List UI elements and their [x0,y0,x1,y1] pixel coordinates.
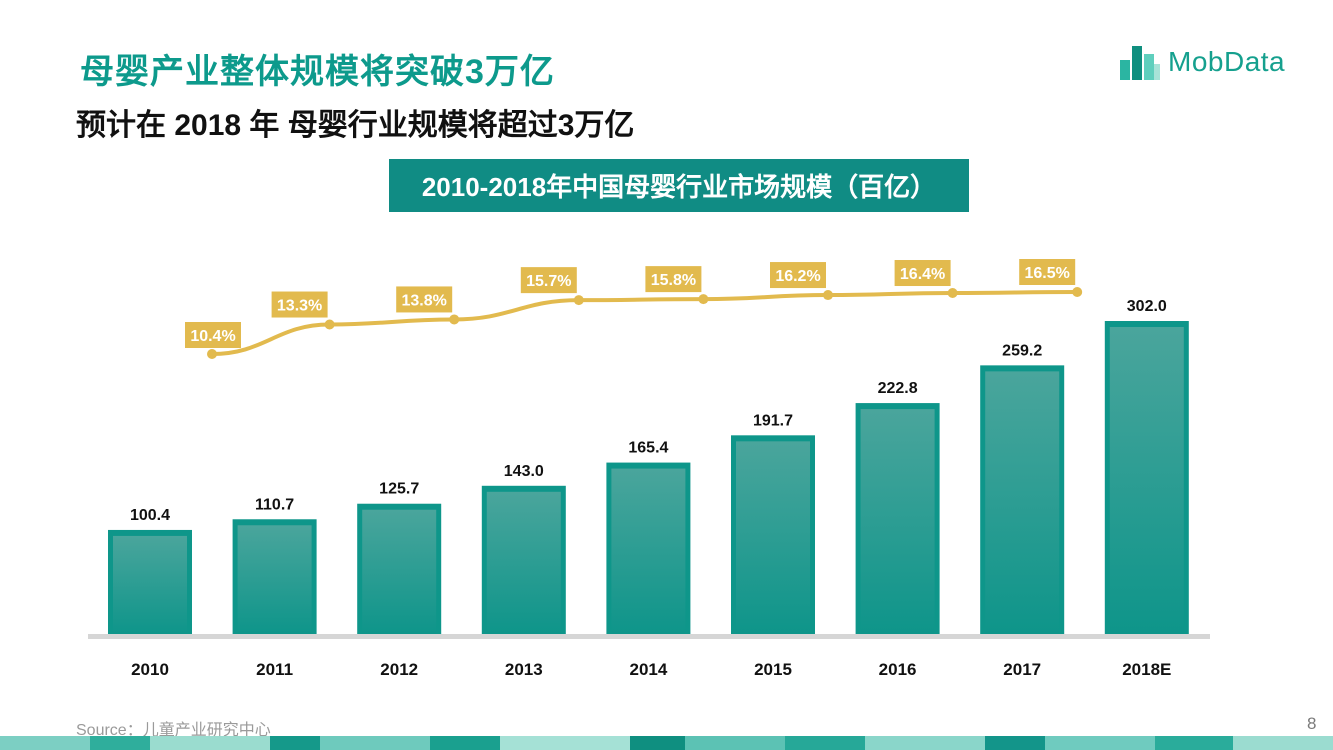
x-tick-label: 2018E [1122,660,1171,679]
growth-label: 10.4% [190,328,235,345]
growth-label: 16.2% [775,268,820,285]
decorative-strip [0,736,1333,750]
bar-value-label: 110.7 [255,496,294,513]
bar-value-label: 125.7 [379,481,419,498]
bar-inner [1109,327,1184,634]
growth-point [207,349,217,359]
growth-point [698,294,709,305]
bar-value-label: 222.8 [878,380,918,397]
growth-label-box [645,266,702,293]
bar-value-label: 100.4 [130,507,170,524]
x-tick-label: 2013 [505,660,543,679]
page-number: 8 [1307,714,1317,733]
chart: 100.4 2010 110.7 2011 125.7 2012 143.0 2013 165.… [88,259,1210,679]
bar-value-label: 191.7 [753,412,793,429]
bar-inner [985,371,1060,634]
x-tick-label: 2011 [256,660,293,679]
x-tick-label: 2017 [1003,660,1041,679]
growth-point [1072,287,1083,297]
logo-text: MobData [1168,46,1286,77]
page-subtitle: 预计在 2018 年 母婴行业规模将超过3万亿 [76,109,635,142]
growth-label: 16.4% [900,266,945,283]
page-title: 母婴产业整体规模将突破3万亿 [80,53,555,91]
growth-line [210,290,1080,356]
bar-inner [486,491,561,634]
growth-label-box [770,262,826,289]
growth-label: 15.8% [651,272,696,289]
growth-point [947,288,958,299]
bar-inner [362,509,437,634]
growth-label-box [1019,259,1076,285]
logo: MobData [1120,42,1285,82]
growth-label-box [185,322,241,348]
growth-point [449,314,460,325]
growth-label-box [271,291,328,318]
x-tick-label: 2015 [754,660,792,679]
chart-title: 2010-2018年中国母婴行业市场规模（百亿） [389,159,969,212]
growth-label: 13.3% [277,298,322,315]
growth-label-box [396,286,453,313]
growth-point [573,295,584,306]
bar-inner [860,409,935,634]
bar-value-label: 259.2 [1002,342,1042,359]
x-axis-line [88,634,1210,639]
x-tick-label: 2012 [380,660,418,679]
bar-inner [611,468,686,634]
building-icon [1120,44,1162,80]
bar-inner [113,535,187,634]
x-tick-label: 2014 [629,660,667,679]
growth-label-box [894,260,951,287]
bar-value-label: 143.0 [504,463,544,480]
growth-label-box [520,267,577,294]
growth-label: 15.7% [526,273,571,290]
bar-inner [237,525,312,634]
bar-inner [736,441,810,634]
growth-point [324,319,335,330]
x-tick-label: 2016 [879,660,917,679]
growth-label: 13.8% [402,292,447,309]
bar-value-label: 302.0 [1127,298,1167,315]
bar-value-label: 165.4 [628,440,668,457]
x-tick-label: 2010 [131,660,169,679]
source-note: Source：儿童产业研究中心 [76,722,271,739]
growth-label: 16.5% [1025,265,1070,282]
growth-point [823,290,833,301]
